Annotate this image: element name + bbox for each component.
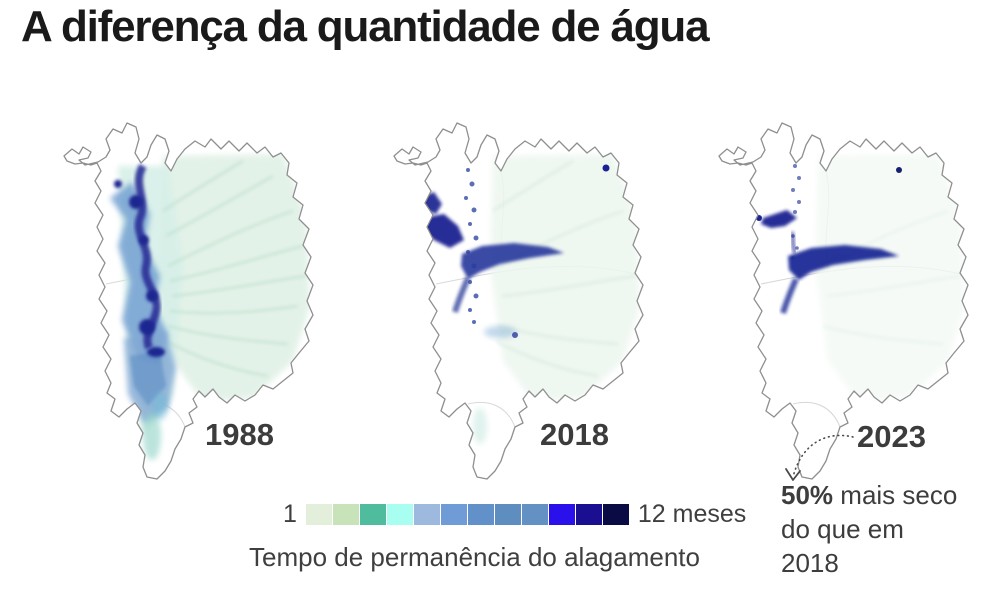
map-figure-1988 [48,106,338,486]
legend-color-cell [386,504,413,525]
legend-color-cell [575,504,602,525]
legend-color-cell [521,504,548,525]
legend-color-cell [413,504,440,525]
year-label-2023: 2023 [857,419,926,454]
legend-color-cell [548,504,575,525]
flood-data-2023 [756,154,965,402]
legend-color-cell [467,504,494,525]
legend-caption: Tempo de permanência do alagamento [249,542,700,572]
annotation-highlight: 50% [781,480,834,510]
pantanal-map-2018 [393,122,644,480]
legend-color-cell [359,504,386,525]
legend-color-cell [440,504,467,525]
legend-color-cell [602,504,629,525]
pantanal-map-2023 [718,122,969,480]
legend-max-label: 12 meses [637,500,747,528]
map-figure-2018 [378,106,668,486]
legend: 1 12 meses [283,500,746,529]
legend-color-cell [494,504,521,525]
annotation-rest: mais seco do que em 2018 [781,480,958,578]
legend-color-cell [305,504,332,525]
flood-data-1988 [110,154,310,460]
annotation-arrow [785,434,854,481]
year-label-2018: 2018 [540,417,609,452]
year-label-1988: 1988 [205,417,274,452]
chart-title: A diferença da quantidade de água [21,2,710,51]
annotation-2023-drier: 50% mais seco do que em 2018 [781,478,959,580]
map-figure-2023 [703,106,984,486]
flood-data-2018 [418,154,640,444]
legend-color-cell [332,504,359,525]
legend-color-scale [305,504,629,525]
legend-min-label: 1 [283,500,297,528]
pantanal-map-1988 [63,122,314,480]
